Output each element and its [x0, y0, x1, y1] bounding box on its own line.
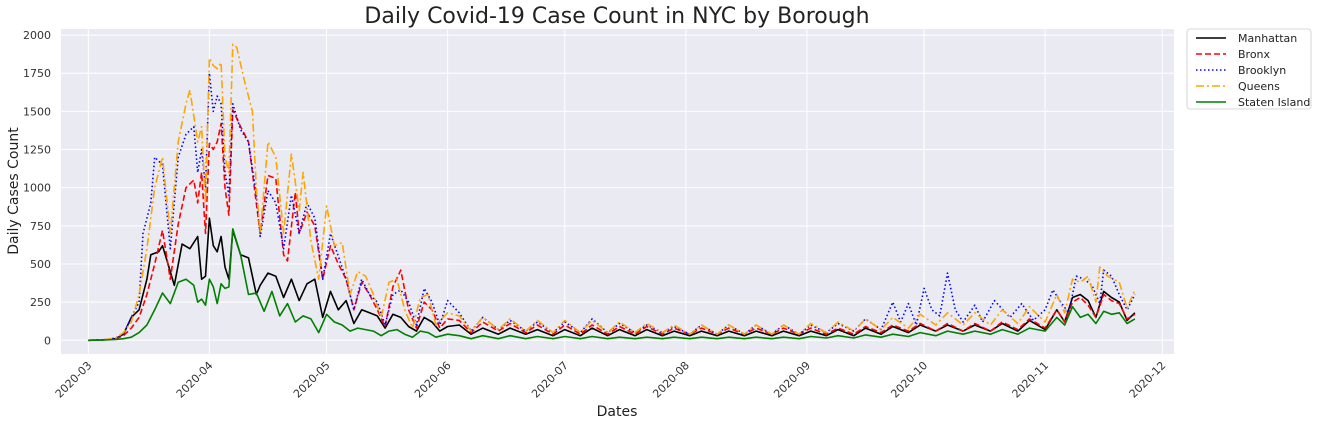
x-tick-label: 2020-03 — [53, 359, 95, 401]
legend-label: Bronx — [1238, 48, 1271, 61]
series-lines — [88, 43, 1136, 342]
x-tick-label: 2020-06 — [412, 359, 454, 401]
y-axis-title: Daily Cases Count — [6, 127, 22, 255]
x-tick-label: 2020-08 — [650, 359, 692, 401]
legend-label: Brooklyn — [1238, 64, 1286, 77]
legend: Manhattan Bronx Brooklyn Queens Staten Islan… — [1186, 28, 1312, 110]
plot-background — [61, 29, 1174, 354]
y-tick-label: 750 — [30, 220, 51, 233]
series-line-queens — [88, 43, 1136, 342]
x-tick-label: 2020-10 — [888, 359, 930, 401]
y-tick-label: 1250 — [23, 144, 51, 157]
x-tick-label: 2020-09 — [771, 359, 813, 401]
y-tick-label: 2000 — [23, 29, 51, 42]
grid-lines — [61, 29, 1174, 354]
y-tick-label: 1000 — [23, 182, 51, 195]
y-tick-label: 500 — [30, 258, 51, 271]
x-tick-label: 2020-05 — [291, 359, 333, 401]
x-tick-label: 2020-04 — [174, 359, 216, 401]
x-tick-label: 2020-07 — [529, 359, 571, 401]
x-axis-tick-labels: 2020-03 2020-04 2020-05 2020-06 2020-07 2020-… — [53, 359, 1169, 401]
y-tick-label: 0 — [44, 334, 51, 347]
x-tick-label: 2020-12 — [1127, 359, 1169, 401]
legend-label: Staten Island — [1238, 96, 1310, 109]
x-tick-label: 2020-11 — [1010, 359, 1052, 401]
y-tick-label: 1500 — [23, 105, 51, 118]
series-line-staten-island — [88, 228, 1136, 342]
legend-box — [1186, 28, 1312, 110]
x-axis-title: Dates — [597, 404, 638, 420]
y-tick-label: 1750 — [23, 67, 51, 80]
series-line-manhattan — [88, 217, 1136, 342]
y-tick-label: 250 — [30, 296, 51, 309]
legend-label: Manhattan — [1238, 32, 1297, 45]
y-axis-tick-labels: 0 250 500 750 1000 1250 1500 1750 2000 — [23, 29, 51, 347]
chart-title: Daily Covid-19 Case Count in NYC by Boro… — [364, 4, 869, 29]
legend-label: Queens — [1238, 80, 1280, 93]
series-line-bronx — [88, 109, 1136, 342]
